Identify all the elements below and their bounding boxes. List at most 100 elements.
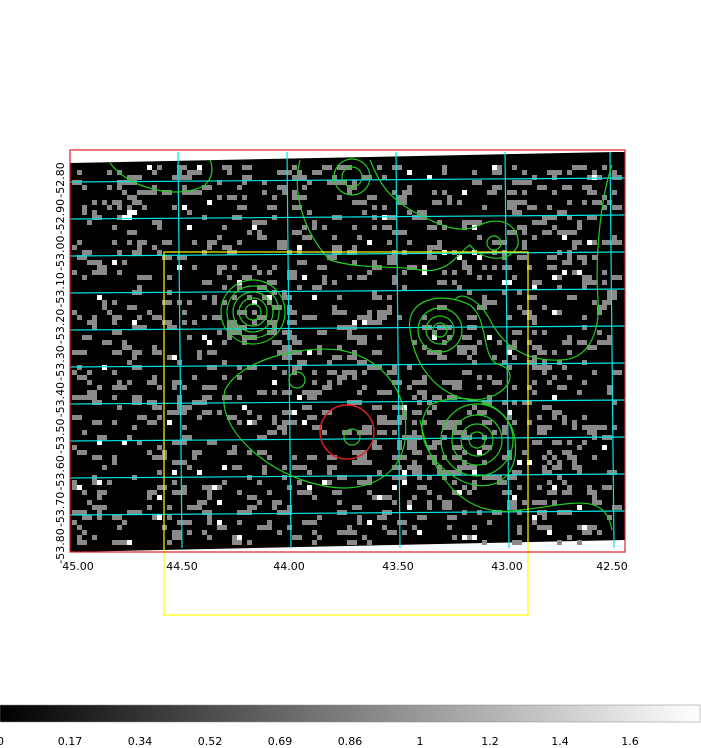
pixel [222,480,227,485]
pixel [472,170,477,175]
pixel [107,170,112,175]
pixel [172,175,182,180]
pixel [482,295,487,300]
pixel [582,440,587,445]
pixel [197,500,207,505]
pixel [127,305,137,310]
pixel [497,165,502,170]
pixel [267,270,272,275]
pixel [532,390,537,395]
pixel [207,340,212,345]
pixel [417,380,427,385]
pixel [237,510,242,515]
pixel [267,330,277,335]
pixel [137,245,142,250]
pixel [542,465,547,470]
pixel [207,395,212,400]
pixel [87,220,92,225]
pixel [322,385,332,390]
pixel [292,205,302,210]
pixel [437,240,442,245]
pixel [112,300,117,305]
colorbar-label: 0 [0,735,4,748]
pixel [72,485,77,490]
pixel [92,210,97,215]
pixel [422,395,427,400]
pixel [87,380,92,385]
pixel [587,215,597,220]
pixel [432,190,437,195]
pixel [187,335,192,340]
pixel [187,210,192,215]
pixel [247,420,252,425]
pixel [452,270,457,275]
pixel [312,395,317,400]
pixel [437,465,442,470]
pixel [272,305,282,310]
pixel [472,350,477,355]
x-tick-label: 43.00 [491,560,523,573]
pixel [207,520,212,525]
pixel [607,335,612,340]
pixel [207,365,217,370]
pixel [432,200,442,205]
pixel [442,475,447,480]
pixel [487,335,492,340]
pixel [552,375,557,380]
pixel [612,170,617,175]
pixel [442,420,447,425]
x-tick-label: 44.00 [273,560,305,573]
pixel [612,235,617,240]
pixel [427,225,437,230]
grid-line [69,510,626,516]
pixel [272,420,277,425]
pixel [377,335,382,340]
pixel [457,470,462,475]
pixel [267,430,277,435]
pixel [372,445,382,450]
pixel [612,205,622,210]
pixel [407,185,412,190]
contour [440,403,514,477]
pixel [252,310,257,315]
pixel [337,195,342,200]
contour [288,371,306,389]
pixel [292,165,297,170]
pixel [512,180,522,185]
pixel [397,200,407,205]
pixel [157,415,162,420]
pixel [567,200,572,205]
x-tick-label: 45.00 [62,560,94,573]
pixel [332,245,342,250]
pixel [532,280,537,285]
pixel [467,370,472,375]
coordinate-grid [69,151,626,549]
pixel [402,405,407,410]
pixel [192,455,197,460]
pixel [577,225,582,230]
red-region [319,404,375,460]
pixel [537,280,542,285]
pixel [167,275,172,280]
pixel [457,385,462,390]
pixel [572,420,577,425]
pixel [207,485,212,490]
pixel [242,275,252,280]
pixel [257,390,267,395]
pixel [227,325,232,330]
pixel [422,375,427,380]
pixel [562,185,567,190]
pixel [202,280,212,285]
pixel [87,390,97,395]
pixel [427,410,432,415]
pixel [427,505,432,510]
pixel [247,295,252,300]
pixel [182,255,187,260]
pixel [552,485,557,490]
pixel [602,205,607,210]
pixel [147,490,157,495]
pixel [92,270,102,275]
pixel [132,200,142,205]
pixel [357,455,367,460]
pixel [557,510,567,515]
